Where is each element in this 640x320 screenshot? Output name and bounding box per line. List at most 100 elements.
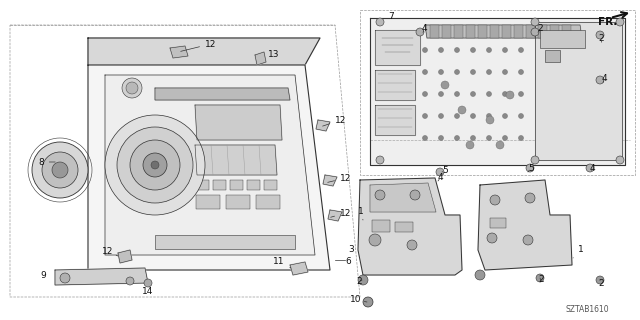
Bar [196,195,220,209]
Text: 8: 8 [38,157,55,166]
Polygon shape [118,250,132,263]
Circle shape [506,91,514,99]
Circle shape [458,106,466,114]
Bar [538,25,547,38]
Circle shape [486,69,492,75]
Bar [502,25,511,38]
Circle shape [486,116,494,124]
Circle shape [126,82,138,94]
Polygon shape [105,75,315,255]
Circle shape [60,273,70,283]
Circle shape [470,47,476,52]
Circle shape [122,78,142,98]
Polygon shape [170,46,188,58]
Text: 5: 5 [442,165,448,174]
Circle shape [436,168,444,176]
Text: 3: 3 [348,245,354,254]
Circle shape [117,127,193,203]
Circle shape [363,297,373,307]
Circle shape [586,164,594,172]
Circle shape [376,156,384,164]
Polygon shape [55,268,148,285]
Text: 7: 7 [388,12,394,20]
Bar [466,25,475,38]
Text: 11: 11 [273,258,291,268]
Circle shape [536,274,544,282]
Text: 6: 6 [345,258,351,267]
Polygon shape [195,145,277,175]
Circle shape [422,69,428,75]
Circle shape [130,140,180,190]
Circle shape [438,69,444,75]
Circle shape [531,156,539,164]
Text: 13: 13 [268,50,280,59]
Bar [540,30,585,48]
Circle shape [470,69,476,75]
Circle shape [502,135,508,140]
Circle shape [502,114,508,118]
Circle shape [525,193,535,203]
Circle shape [470,114,476,118]
Polygon shape [425,25,582,38]
Bar [454,25,463,38]
Circle shape [454,69,460,75]
Circle shape [616,156,624,164]
Circle shape [487,233,497,243]
Bar [545,50,560,62]
Circle shape [416,28,424,36]
Text: 4: 4 [422,23,428,33]
Text: 12: 12 [323,116,346,126]
Circle shape [438,135,444,140]
Text: 1: 1 [358,207,364,220]
Polygon shape [195,105,282,140]
Circle shape [502,92,508,97]
Circle shape [475,270,485,280]
Polygon shape [328,210,342,221]
Circle shape [518,47,524,52]
Bar [372,220,390,232]
Polygon shape [88,65,330,270]
Polygon shape [375,105,415,135]
Polygon shape [535,22,622,160]
Circle shape [596,31,604,39]
Circle shape [518,114,524,118]
Circle shape [596,76,604,84]
Polygon shape [375,30,420,65]
Text: 14: 14 [142,287,154,297]
Circle shape [375,190,385,200]
Polygon shape [255,52,266,65]
Bar [196,180,209,190]
Circle shape [441,81,449,89]
Circle shape [486,47,492,52]
Circle shape [438,114,444,118]
Circle shape [470,92,476,97]
Circle shape [438,47,444,52]
Circle shape [486,135,492,140]
Text: 2: 2 [598,278,604,287]
Bar [490,25,499,38]
Text: 4: 4 [602,74,607,83]
Circle shape [422,92,428,97]
Circle shape [454,47,460,52]
Bar [562,25,571,38]
Bar [430,25,439,38]
Polygon shape [290,262,308,275]
Circle shape [496,141,504,149]
Polygon shape [375,70,415,100]
Bar [395,222,413,232]
Circle shape [105,115,205,215]
Text: 5: 5 [528,164,534,172]
Circle shape [502,47,508,52]
Circle shape [42,152,78,188]
Circle shape [422,114,428,118]
Polygon shape [478,180,572,270]
Circle shape [422,47,428,52]
Circle shape [438,92,444,97]
Circle shape [454,135,460,140]
Text: 1: 1 [573,245,584,258]
Circle shape [32,142,88,198]
Text: 2: 2 [356,277,362,286]
Bar [550,25,559,38]
Circle shape [369,234,381,246]
Text: 4: 4 [590,164,596,172]
